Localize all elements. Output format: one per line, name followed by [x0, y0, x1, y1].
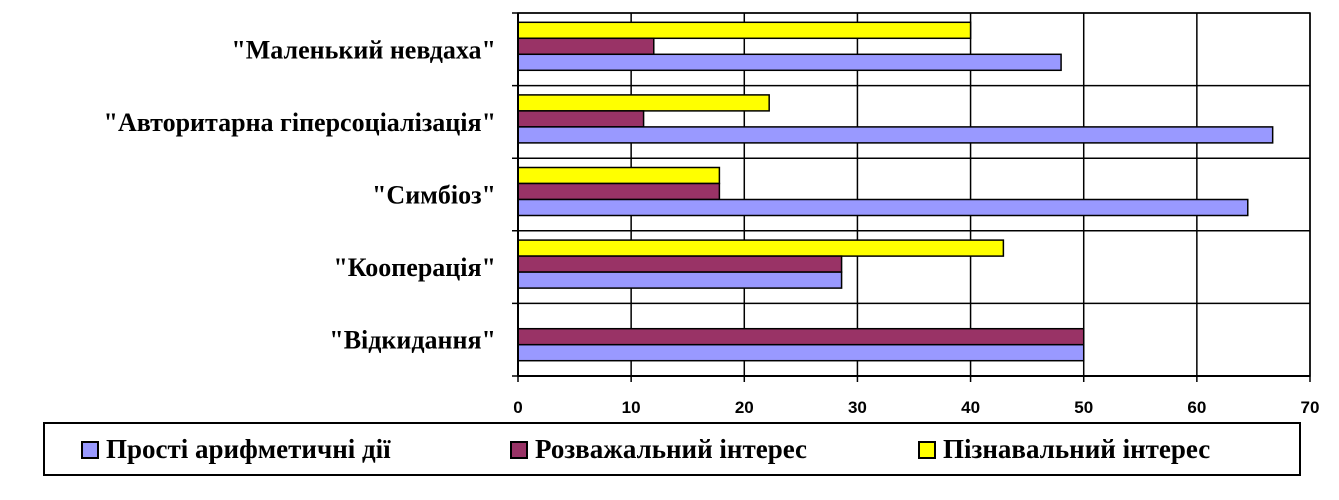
- legend-swatch-series-2: [510, 440, 528, 459]
- plot-border: [517, 12, 1311, 377]
- x-tick-label: 30: [848, 398, 867, 417]
- bar-series-3: [517, 94, 770, 112]
- legend-swatch-series-1: [81, 440, 99, 459]
- bar-series-3: [517, 166, 721, 185]
- x-tick-label: 20: [735, 398, 754, 417]
- bar-chart: 0 10 20 30 40 50 60 70 "Маленький невдаха" "Автор…: [104, 12, 1320, 417]
- bar-series-1: [517, 271, 843, 289]
- bar-series-3: [517, 239, 1005, 257]
- category-label: "Авторитарна гіперсоціалізація": [104, 108, 496, 137]
- category-label: "Симбіоз": [372, 181, 496, 210]
- x-tick-label: 50: [1074, 398, 1093, 417]
- bar-series-2: [517, 182, 721, 201]
- x-tick-label: 70: [1301, 398, 1320, 417]
- bar-series-1: [517, 343, 1085, 362]
- bar-series-2: [517, 37, 655, 56]
- category-label: "Кооперація": [333, 253, 496, 282]
- bar-series-1: [517, 126, 1274, 144]
- legend: Прості арифметичні дії Розважальний інте…: [43, 422, 1301, 476]
- bar-series-2: [517, 110, 645, 128]
- legend-item-series-3: Пізнавальний інтерес: [918, 434, 1210, 465]
- legend-item-series-2: Розважальний інтерес: [510, 434, 807, 465]
- category-label: "Відкидання": [329, 326, 496, 355]
- bar-series-2: [517, 327, 1085, 346]
- x-tick-label: 0: [513, 398, 522, 417]
- legend-label-series-2: Розважальний інтерес: [535, 434, 808, 464]
- legend-swatch-series-3: [918, 440, 936, 459]
- category-label: "Маленький невдаха": [231, 35, 496, 64]
- x-tick-label: 40: [961, 398, 980, 417]
- legend-label-series-1: Прості арифметичні дії: [106, 434, 391, 464]
- x-tick-label: 10: [622, 398, 641, 417]
- bar-series-2: [517, 255, 843, 273]
- bar-series-1: [517, 198, 1249, 217]
- legend-item-series-1: Прості арифметичні дії: [81, 434, 391, 465]
- x-tick-label: 60: [1187, 398, 1206, 417]
- legend-label-series-3: Пізнавальний інтерес: [943, 434, 1211, 464]
- bar-series-1: [517, 53, 1062, 72]
- bar-series-3: [517, 21, 972, 40]
